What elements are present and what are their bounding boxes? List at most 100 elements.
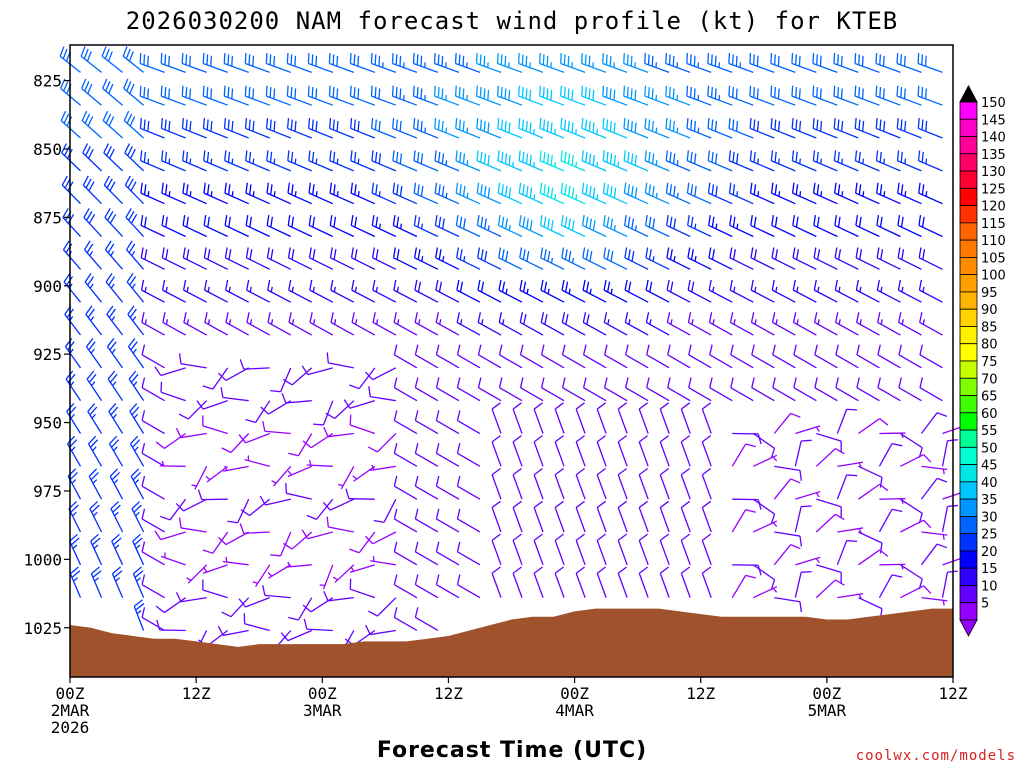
- wind-barb: [266, 150, 292, 172]
- wind-barb: [238, 597, 270, 608]
- wind-barb: [688, 344, 712, 369]
- wind-barb: [617, 402, 628, 434]
- wind-barb: [103, 175, 124, 205]
- wind-barb: [877, 344, 901, 369]
- wind-barb: [159, 460, 186, 467]
- wind-barb: [414, 541, 439, 566]
- wind-barb: [156, 619, 186, 632]
- wind-barb: [239, 523, 270, 535]
- wind-barb: [475, 85, 502, 106]
- wind-barb: [101, 46, 123, 73]
- wind-barb: [561, 344, 586, 369]
- wind-barb: [224, 215, 249, 238]
- plot-frame: [69, 44, 954, 678]
- wind-barb: [878, 508, 903, 533]
- wind-barb: [918, 182, 943, 205]
- wind-barb: [476, 215, 502, 238]
- wind-barb: [686, 53, 712, 73]
- wind-barb: [371, 182, 397, 205]
- wind-barb: [102, 110, 123, 139]
- wind-barb: [373, 498, 397, 523]
- colorbar-label: 105: [981, 251, 1006, 266]
- wind-barb: [123, 78, 145, 106]
- wind-barb: [82, 175, 102, 205]
- wind-barb: [288, 312, 313, 336]
- wind-barb: [393, 541, 418, 566]
- wind-barb: [287, 182, 313, 205]
- wind-barb: [729, 279, 754, 303]
- wind-barb: [412, 53, 439, 73]
- wind-barb: [707, 150, 733, 172]
- wind-barb: [124, 143, 145, 172]
- wind-barb: [876, 215, 901, 238]
- wind-barb: [141, 541, 165, 566]
- wind-barb: [638, 566, 649, 598]
- wind-barb: [202, 85, 228, 106]
- wind-barb: [224, 150, 249, 172]
- wind-barb: [854, 150, 880, 172]
- wind-barb: [575, 435, 586, 467]
- wind-barb: [128, 370, 145, 402]
- wind-barb: [111, 533, 124, 566]
- wind-barb: [540, 247, 565, 270]
- wind-barb: [666, 312, 691, 336]
- wind-barb: [352, 465, 376, 482]
- wind-barb: [665, 117, 691, 139]
- wind-barb: [285, 482, 312, 500]
- wind-barb: [497, 117, 523, 139]
- wind-barb: [413, 247, 439, 270]
- wind-barb: [267, 312, 292, 336]
- colorbar-swatch: [959, 429, 978, 448]
- wind-barb: [435, 541, 460, 566]
- wind-barb: [854, 53, 880, 73]
- wind-barb: [793, 377, 817, 402]
- wind-barb: [731, 509, 756, 533]
- colorbar-swatch: [959, 533, 978, 552]
- wind-barb: [773, 544, 801, 566]
- wind-barb: [329, 215, 355, 238]
- wind-barb: [323, 426, 354, 438]
- wind-barb: [900, 585, 932, 599]
- wind-barb: [540, 344, 565, 369]
- wind-barb: [646, 377, 670, 402]
- wind-barb: [182, 182, 207, 205]
- wind-barb: [624, 312, 649, 336]
- wind-barb: [645, 279, 670, 303]
- colorbar-swatch: [959, 291, 978, 310]
- wind-barb: [349, 53, 376, 73]
- wind-barb: [160, 85, 186, 106]
- wind-barb: [392, 247, 418, 270]
- wind-barb: [69, 533, 82, 566]
- wind-barb: [917, 117, 943, 139]
- wind-barb: [749, 182, 775, 205]
- wind-barb: [303, 618, 333, 632]
- wind-barb: [814, 377, 838, 402]
- wind-barb: [770, 182, 796, 205]
- wind-barb: [243, 613, 270, 632]
- colorbar-swatch: [959, 153, 978, 172]
- colorbar-swatch: [959, 205, 978, 224]
- wind-barb: [875, 85, 901, 106]
- wind-barb: [204, 312, 228, 336]
- wind-barb: [918, 215, 943, 238]
- wind-barb: [337, 466, 355, 490]
- wind-barb: [897, 279, 922, 303]
- wind-barb: [897, 182, 922, 205]
- wind-barb: [728, 85, 754, 106]
- wind-barb: [876, 279, 901, 303]
- colorbar-swatch: [959, 343, 978, 362]
- colorbar-label: 150: [981, 96, 1006, 111]
- wind-barb: [175, 592, 207, 603]
- wind-barb: [919, 377, 943, 402]
- wind-barb: [659, 566, 670, 598]
- wind-barb: [196, 400, 228, 410]
- wind-barb: [491, 435, 502, 467]
- wind-barb: [512, 435, 523, 467]
- wind-barb: [154, 530, 186, 541]
- wind-barb: [582, 377, 607, 402]
- wind-barb: [161, 182, 186, 205]
- wind-barb: [518, 215, 544, 238]
- wind-barb: [302, 432, 334, 449]
- credit-link[interactable]: coolwx.com/models: [856, 748, 1016, 764]
